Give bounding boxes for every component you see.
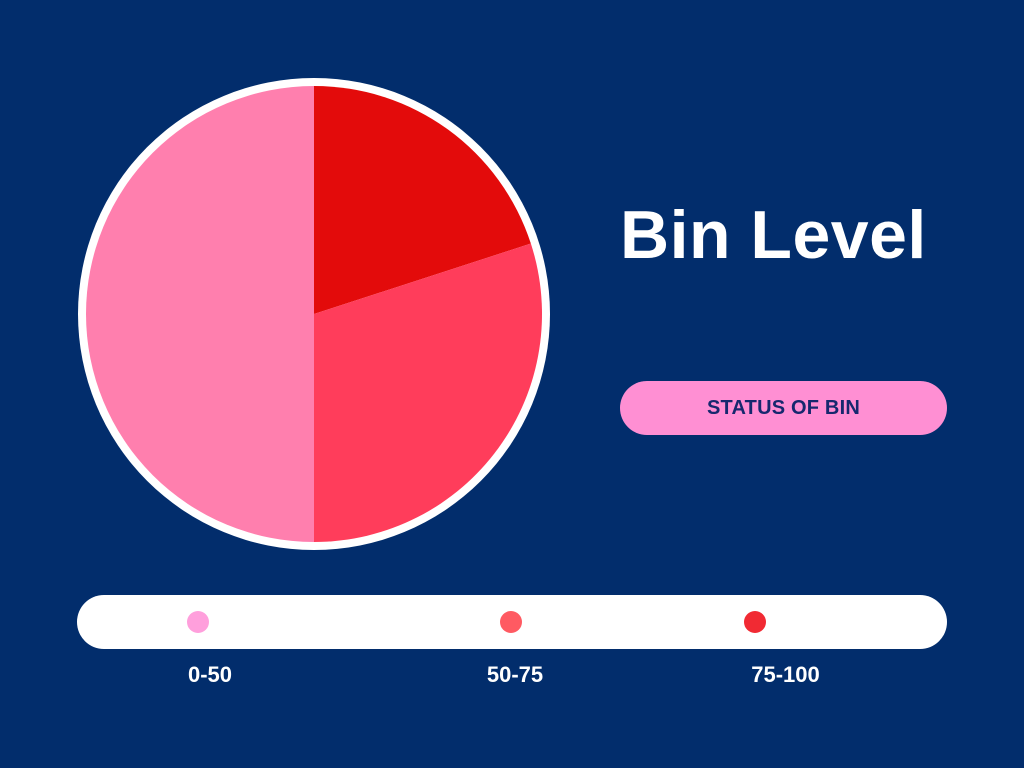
pie-slice-2 [314,243,542,542]
pie-slice-1 [314,86,531,314]
legend-dot-50-75 [500,611,522,633]
status-of-bin-button[interactable]: STATUS OF BIN [620,381,947,435]
legend-bar [77,595,947,649]
legend-dot-0-50 [187,611,209,633]
legend-label-0-50: 0-50 [187,662,233,687]
bin-level-pie-chart [78,78,550,550]
legend-dot-75-100 [744,611,766,633]
legend-label-75-100: 75-100 [751,662,820,687]
page-title: Bin Level [620,197,927,273]
pie-slice-3 [86,86,314,542]
legend-label-50-75: 50-75 [486,662,544,687]
